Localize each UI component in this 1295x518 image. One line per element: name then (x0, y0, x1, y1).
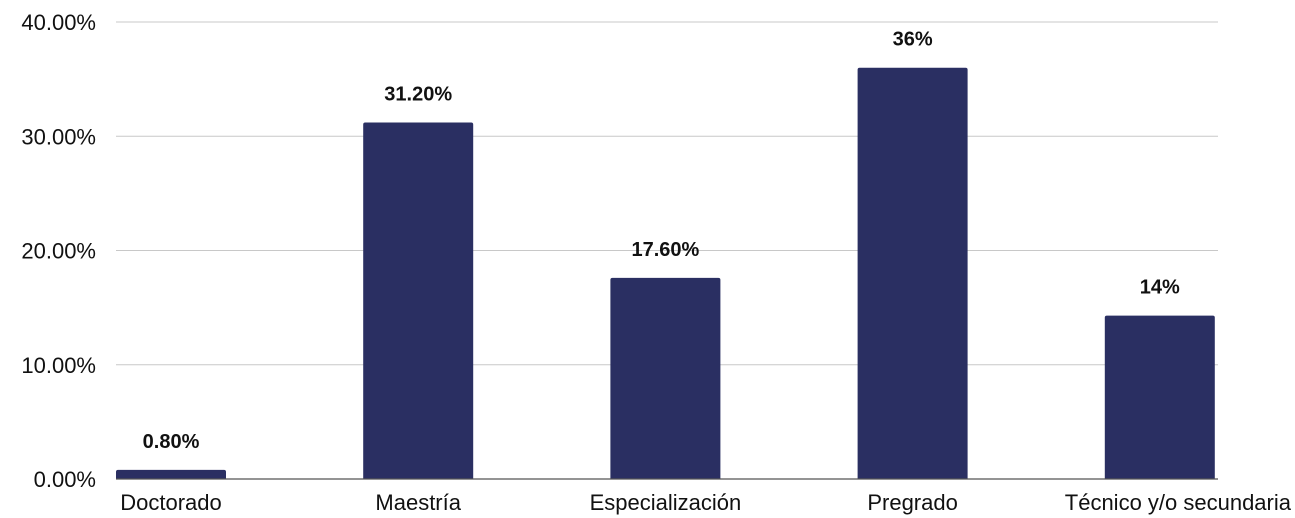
data-label: 31.20% (384, 84, 452, 106)
bar (610, 277, 721, 479)
x-category-label: Pregrado (867, 490, 958, 515)
y-tick-label: 10.00% (21, 353, 96, 378)
bar (857, 67, 968, 479)
y-tick-label: 40.00% (21, 10, 96, 35)
data-label: 17.60% (631, 239, 699, 261)
data-label: 14% (1140, 277, 1180, 299)
x-category-label: Maestría (375, 490, 461, 515)
y-tick-label: 20.00% (21, 239, 96, 264)
x-category-label: Especialización (590, 490, 742, 515)
bar (116, 469, 226, 479)
x-axis-category-labels: Doctorado Maestría Especialización Pregrado… (120, 490, 1292, 515)
y-tick-label: 30.00% (21, 124, 96, 149)
bar (363, 122, 474, 479)
x-category-label: Técnico y/o secundaria (1065, 490, 1292, 515)
data-label: 36% (893, 29, 933, 51)
y-tick-label: 0.00% (34, 467, 96, 492)
bar (1104, 315, 1215, 479)
x-category-label: Doctorado (120, 490, 222, 515)
y-axis-tick-labels: 0.00% 10.00% 20.00% 30.00% 40.00% (21, 10, 96, 492)
data-label: 0.80% (143, 431, 200, 453)
data-labels: 0.80% 31.20% 17.60% 36% 14% (143, 29, 1180, 453)
bars (116, 67, 1215, 479)
